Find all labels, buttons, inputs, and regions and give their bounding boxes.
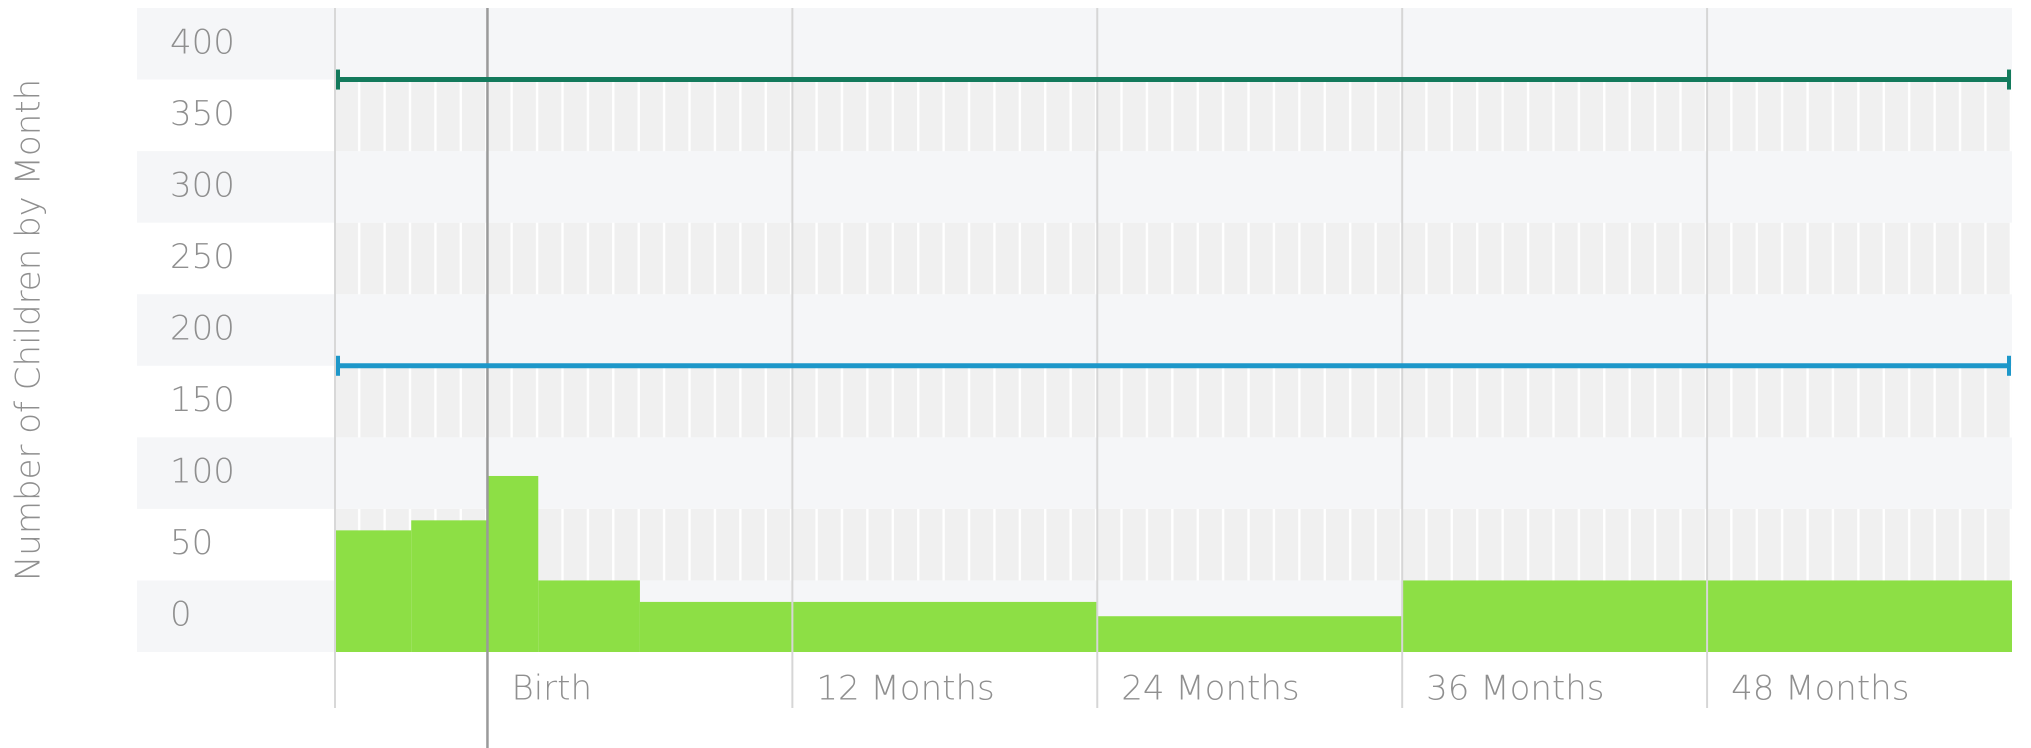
x-tick-label: 48 Months <box>1731 669 1909 709</box>
band <box>335 79 2012 152</box>
y-tick-label: 50 <box>170 523 213 563</box>
y-tick-label: 200 <box>170 309 235 349</box>
band <box>335 365 2012 438</box>
bar <box>335 530 412 652</box>
y-tick-label: 400 <box>170 22 235 62</box>
x-tick-label: 12 Months <box>816 669 994 709</box>
y-tick-label: 100 <box>170 452 235 492</box>
y-tick-label: 300 <box>170 165 235 205</box>
y-tick-label: 250 <box>170 237 235 277</box>
band <box>137 294 2012 366</box>
y-tick-label: 0 <box>170 595 192 635</box>
band <box>335 508 2012 581</box>
band <box>137 437 2012 509</box>
marks: Birth 12 Months 24 Months 36 Months 48 Month… <box>334 8 2012 748</box>
bar <box>411 520 488 652</box>
x-tick-label: 36 Months <box>1426 669 1604 709</box>
x-tick-label: 24 Months <box>1121 669 1299 709</box>
band <box>137 151 2012 223</box>
x-tick-label: Birth <box>511 669 592 709</box>
band <box>335 222 2012 295</box>
band <box>137 8 2012 80</box>
bar <box>639 601 1098 652</box>
bands: 0 50 100 150 200 250 300 350 400 <box>137 8 2012 652</box>
bar <box>538 580 640 652</box>
bar <box>487 475 539 652</box>
y-tick-label: 350 <box>170 94 235 134</box>
y-axis-label: Number of Children by Month <box>9 79 49 581</box>
y-tick-label: 150 <box>170 380 235 420</box>
bar <box>1097 616 1403 652</box>
